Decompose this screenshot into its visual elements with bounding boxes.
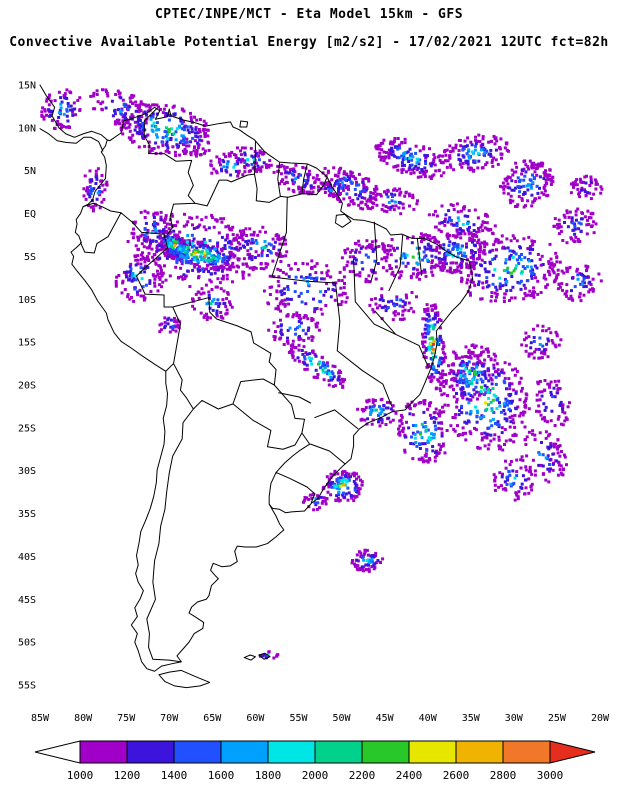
colorbar-tick-label: 1800 (255, 769, 282, 782)
lat-tick-label: 15N (18, 81, 36, 92)
colorbar-under-arrow (34, 740, 81, 764)
title-line-1: CPTEC/INPE/MCT - Eta Model 15km - GFS (155, 7, 463, 22)
cape-colorbar-legend: 1000 1200 1400 1600 1800 2000 2200 2400 2600 2800… (34, 740, 596, 782)
lat-tick-label: 20S (18, 381, 36, 392)
lon-tick-label: 75W (117, 713, 136, 724)
cape-shaded-fill (40, 88, 604, 660)
coastline (40, 85, 472, 688)
lat-tick-label: EQ (24, 209, 36, 220)
lon-tick-label: 25W (548, 713, 567, 724)
colorbar-tick-label: 2600 (443, 769, 470, 782)
colorbar-segment (267, 740, 316, 764)
lon-tick-label: 60W (246, 713, 265, 724)
colorbar-segment (502, 740, 551, 764)
colorbar-tick-label: 1200 (114, 769, 141, 782)
latitude-axis-labels: 15N 10N 5N EQ 5S 10S 15S 20S 25S 30S 35S 40S 45S 50S 5… (18, 81, 36, 692)
lat-tick-label: 10S (18, 295, 36, 306)
lat-tick-label: 40S (18, 552, 36, 563)
lon-tick-label: 30W (505, 713, 524, 724)
lat-tick-label: 5S (24, 252, 36, 263)
lat-tick-label: 50S (18, 638, 36, 649)
colorbar-segment (314, 740, 363, 764)
colorbar-tick-label: 2400 (396, 769, 423, 782)
lon-tick-label: 85W (31, 713, 50, 724)
colorbar-tick-label: 2800 (490, 769, 517, 782)
colorbar-segment (361, 740, 410, 764)
lon-tick-label: 35W (462, 713, 481, 724)
lat-tick-label: 35S (18, 509, 36, 520)
colorbar-tick-label: 2200 (349, 769, 376, 782)
colorbar-segment (173, 740, 222, 764)
lon-tick-label: 50W (332, 713, 351, 724)
colorbar-tick-label: 1600 (208, 769, 235, 782)
colorbar-tick-label: 3000 (537, 769, 564, 782)
lon-tick-label: 70W (160, 713, 179, 724)
state-borders (272, 197, 429, 464)
lon-tick-label: 65W (203, 713, 222, 724)
colorbar-segment (408, 740, 457, 764)
map-geography (40, 85, 472, 688)
lon-tick-label: 20W (591, 713, 610, 724)
title-line-2: Convective Available Potential Energy [m… (9, 35, 609, 50)
lat-tick-label: 45S (18, 595, 36, 606)
colorbar-segment (79, 740, 128, 764)
lat-tick-label: 15S (18, 338, 36, 349)
colorbar-segment (126, 740, 175, 764)
colorbar-segment (455, 740, 504, 764)
lon-tick-label: 45W (376, 713, 395, 724)
lat-tick-label: 25S (18, 423, 36, 434)
colorbar-tick-label: 2000 (302, 769, 329, 782)
colorbar-over-arrow (549, 740, 596, 764)
lon-tick-label: 55W (289, 713, 308, 724)
lat-tick-label: 5N (24, 166, 36, 177)
longitude-axis-labels: 85W 80W 75W 70W 65W 60W 55W 50W 45W 40W 35W 30W 25W 2… (31, 713, 610, 724)
colorbar-segment (220, 740, 269, 764)
lon-tick-label: 40W (419, 713, 438, 724)
colorbar-tick-label: 1000 (67, 769, 94, 782)
colorbar-tick-label: 1400 (161, 769, 188, 782)
lon-tick-label: 80W (74, 713, 93, 724)
lat-tick-label: 55S (18, 681, 36, 692)
country-borders (80, 109, 326, 662)
lat-tick-label: 30S (18, 466, 36, 477)
lat-tick-label: 10N (18, 123, 36, 134)
